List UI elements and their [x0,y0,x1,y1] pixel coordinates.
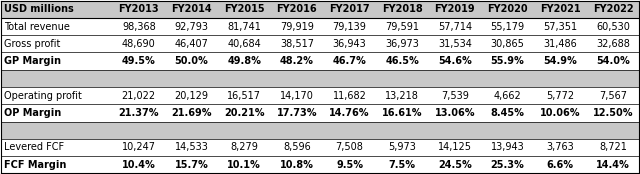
Text: 11,682: 11,682 [333,91,367,101]
Text: 8.45%: 8.45% [491,108,525,118]
Text: 32,688: 32,688 [596,39,630,49]
Text: FY2018: FY2018 [382,4,422,14]
Text: 7,508: 7,508 [335,142,364,152]
Text: 48.2%: 48.2% [280,56,314,66]
Text: 57,714: 57,714 [438,22,472,32]
Text: 13,943: 13,943 [491,142,524,152]
Text: FY2017: FY2017 [329,4,370,14]
Text: 98,368: 98,368 [122,22,156,32]
Text: 38,517: 38,517 [280,39,314,49]
Text: 60,530: 60,530 [596,22,630,32]
Text: 50.0%: 50.0% [175,56,209,66]
Text: FY2016: FY2016 [276,4,317,14]
Text: 92,793: 92,793 [175,22,209,32]
Text: 10,247: 10,247 [122,142,156,152]
Text: 54.9%: 54.9% [543,56,577,66]
Text: FY2020: FY2020 [487,4,528,14]
Text: 25.3%: 25.3% [491,160,524,170]
Bar [1,139,639,156]
Bar [1,1,639,18]
Text: 7.5%: 7.5% [388,160,416,170]
Text: FY2019: FY2019 [435,4,476,14]
Text: 24.5%: 24.5% [438,160,472,170]
Text: FY2013: FY2013 [118,4,159,14]
Text: 9.5%: 9.5% [336,160,363,170]
Text: 31,534: 31,534 [438,39,472,49]
Text: 14.4%: 14.4% [596,160,630,170]
Text: 10.8%: 10.8% [280,160,314,170]
Text: 4,662: 4,662 [493,91,522,101]
Text: 6.6%: 6.6% [547,160,574,170]
Text: 16,517: 16,517 [227,91,261,101]
Text: 48,690: 48,690 [122,39,156,49]
Text: 8,721: 8,721 [599,142,627,152]
Text: 54.6%: 54.6% [438,56,472,66]
Text: OP Margin: OP Margin [4,108,61,118]
Text: 81,741: 81,741 [227,22,261,32]
Text: 14.76%: 14.76% [330,108,370,118]
Text: 79,591: 79,591 [385,22,419,32]
Text: 13.06%: 13.06% [435,108,475,118]
Text: 30,865: 30,865 [491,39,525,49]
Text: 7,539: 7,539 [441,91,469,101]
Text: 7,567: 7,567 [599,91,627,101]
Text: FCF Margin: FCF Margin [4,160,67,170]
Text: 79,919: 79,919 [280,22,314,32]
Text: 46.7%: 46.7% [333,56,367,66]
Text: 36,973: 36,973 [385,39,419,49]
Text: 46.5%: 46.5% [385,56,419,66]
Text: 21.37%: 21.37% [118,108,159,118]
Text: 57,351: 57,351 [543,22,577,32]
Text: 21.69%: 21.69% [172,108,212,118]
Text: 8,279: 8,279 [230,142,258,152]
Text: 14,170: 14,170 [280,91,314,101]
Bar [1,53,639,70]
Text: 14,125: 14,125 [438,142,472,152]
Bar [1,18,639,35]
Text: Gross profit: Gross profit [4,39,60,49]
Text: 46,407: 46,407 [175,39,209,49]
Text: 20.21%: 20.21% [224,108,264,118]
Bar [1,156,639,173]
Text: 10.06%: 10.06% [540,108,580,118]
Text: 3,763: 3,763 [547,142,574,152]
Text: FY2015: FY2015 [224,4,264,14]
Text: 36,943: 36,943 [333,39,367,49]
Text: 40,684: 40,684 [227,39,261,49]
Text: 13,218: 13,218 [385,91,419,101]
Text: FY2021: FY2021 [540,4,580,14]
Text: 54.0%: 54.0% [596,56,630,66]
Bar [1,87,639,104]
Text: 16.61%: 16.61% [382,108,422,118]
Text: GP Margin: GP Margin [4,56,61,66]
Text: 10.1%: 10.1% [227,160,261,170]
Bar [1,104,639,121]
Text: 14,533: 14,533 [175,142,209,152]
Text: 31,486: 31,486 [543,39,577,49]
Text: Total revenue: Total revenue [4,22,70,32]
Text: 17.73%: 17.73% [276,108,317,118]
Bar [1,35,639,53]
Text: 55,179: 55,179 [490,22,525,32]
Text: FY2022: FY2022 [593,4,633,14]
Text: 49.8%: 49.8% [227,56,261,66]
Bar [1,70,639,87]
Text: 12.50%: 12.50% [593,108,633,118]
Text: 8,596: 8,596 [283,142,311,152]
Text: 79,139: 79,139 [333,22,367,32]
Text: 49.5%: 49.5% [122,56,156,66]
Text: 5,772: 5,772 [546,91,574,101]
Text: Operating profit: Operating profit [4,91,82,101]
Text: 55.9%: 55.9% [491,56,524,66]
Text: 10.4%: 10.4% [122,160,156,170]
Text: 5,973: 5,973 [388,142,416,152]
Text: USD millions: USD millions [4,4,74,14]
Text: 15.7%: 15.7% [175,160,209,170]
Text: 21,022: 21,022 [122,91,156,101]
Bar [1,121,639,139]
Text: FY2014: FY2014 [171,4,212,14]
Text: Levered FCF: Levered FCF [4,142,64,152]
Text: 20,129: 20,129 [175,91,209,101]
